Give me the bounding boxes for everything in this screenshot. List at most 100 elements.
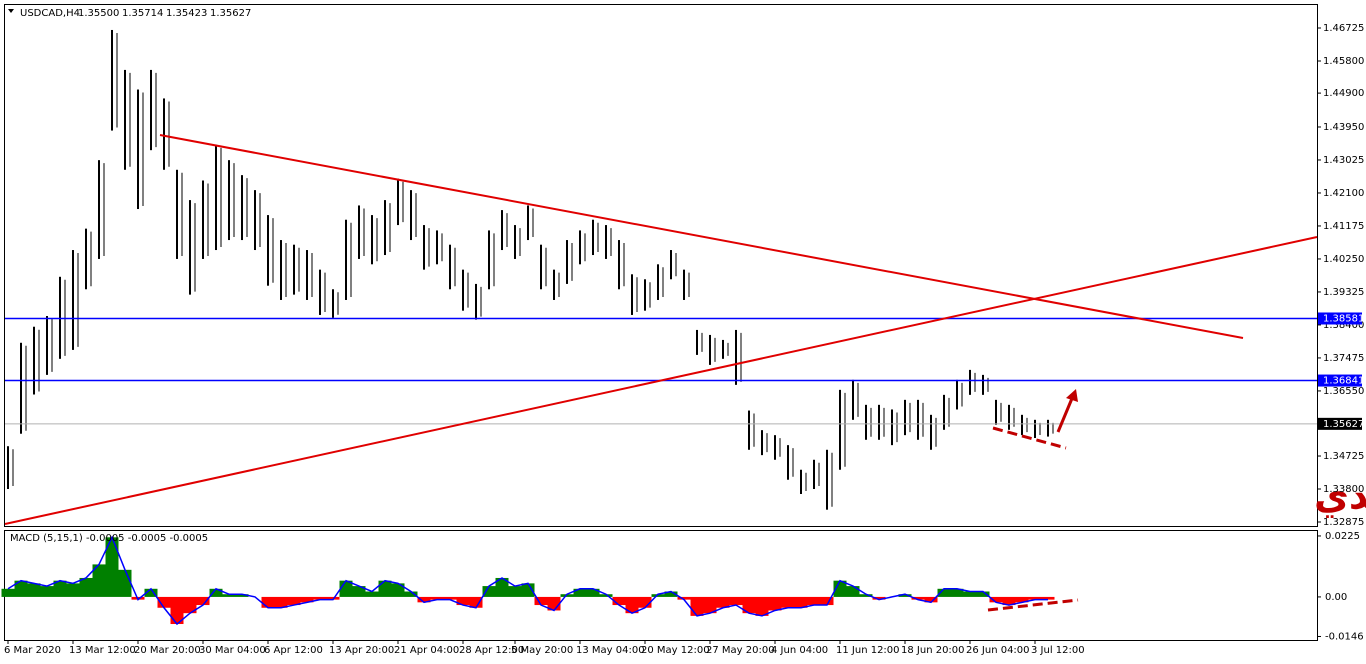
macd-bar xyxy=(235,594,249,597)
x-tick-label: 30 Mar 04:00 xyxy=(199,645,266,656)
macd-bar xyxy=(79,577,93,597)
macd-bar xyxy=(144,588,158,597)
macd-bar xyxy=(911,596,925,600)
macd-bar xyxy=(573,588,587,597)
y-tick-label: -0.0146 xyxy=(1325,631,1364,642)
macd-bar xyxy=(287,596,301,606)
x-tick-label: 13 Mar 12:00 xyxy=(69,645,136,656)
x-tick-label: 28 Apr 12:00 xyxy=(459,645,524,656)
menu-triangle xyxy=(8,9,14,13)
x-tick-label: 13 Apr 20:00 xyxy=(329,645,394,656)
macd-bar xyxy=(1041,596,1055,600)
arrow xyxy=(1056,395,1075,433)
y-tick-label: 1.40250 xyxy=(1323,254,1364,265)
macd-bar xyxy=(963,591,977,597)
macd-bar xyxy=(196,596,210,606)
macd-bar xyxy=(872,596,886,600)
macd-bar xyxy=(352,586,366,597)
macd-bar xyxy=(40,586,54,597)
macd-bar xyxy=(274,596,288,608)
y-tick-label: 1.36550 xyxy=(1323,386,1364,397)
macd-bar xyxy=(456,596,470,606)
x-tick-label: 4 Jun 04:00 xyxy=(771,645,828,656)
macd-bar xyxy=(846,586,860,597)
macd-bar xyxy=(209,588,223,597)
macd-bar xyxy=(742,596,756,614)
macd-bar xyxy=(469,596,483,608)
macd-bar xyxy=(820,596,834,606)
macd-bar xyxy=(53,580,67,597)
symbol: USDCAD,H4 xyxy=(20,8,80,19)
macd-bar xyxy=(183,596,197,614)
x-tick-label: 6 Apr 12:00 xyxy=(264,645,323,656)
macd-bar xyxy=(976,591,990,597)
macd-bar xyxy=(898,594,912,597)
macd-bar xyxy=(794,596,808,608)
macd-bar xyxy=(118,569,132,597)
macd-bar xyxy=(638,596,652,608)
y-tick-label: 1.46725 xyxy=(1323,23,1364,34)
dashed-line xyxy=(992,426,1067,450)
macd-bar xyxy=(222,594,236,597)
macd-bar xyxy=(729,596,743,606)
macd-bar xyxy=(430,596,444,600)
y-tick-label: 1.43025 xyxy=(1323,155,1364,166)
macd-bar xyxy=(508,586,522,597)
macd-bar xyxy=(612,596,626,606)
y-tick-label: 1.34725 xyxy=(1323,451,1364,462)
x-tick-label: 26 Jun 04:00 xyxy=(966,645,1030,656)
macd-bar xyxy=(1,588,15,597)
x-tick-label: 20 May 12:00 xyxy=(641,645,710,656)
macd-bar xyxy=(378,580,392,597)
macd-bar xyxy=(365,591,379,597)
macd-bar xyxy=(768,596,782,611)
x-tick-label: 27 May 20:00 xyxy=(706,645,775,656)
main-frame xyxy=(4,4,1318,527)
macd-bar xyxy=(989,596,1003,603)
macd-bar xyxy=(66,583,80,597)
plot xyxy=(1,29,1317,626)
macd-bar xyxy=(950,588,964,597)
header-value: 1.35627 xyxy=(210,8,251,19)
macd-bar xyxy=(300,596,314,603)
y-tick-label: 1.44900 xyxy=(1323,88,1364,99)
current-price-box xyxy=(1318,417,1362,430)
x-tick-label: 11 Jun 12:00 xyxy=(836,645,900,656)
header-value: 1.35714 xyxy=(122,8,163,19)
macd-bar xyxy=(924,596,938,603)
x-tick-label: 6 Mar 2020 xyxy=(4,645,61,656)
macd-bar xyxy=(404,591,418,597)
macd-bar xyxy=(599,594,613,597)
macd-title: MACD (5,15,1) -0.0005 -0.0005 -0.0005 xyxy=(10,533,208,544)
macd-bar xyxy=(677,596,691,600)
macd-bar xyxy=(534,596,548,606)
macd-bar xyxy=(1028,596,1042,600)
macd-bar xyxy=(833,580,847,597)
macd-bar xyxy=(105,537,119,597)
macd-bar xyxy=(157,596,171,608)
header-value: 1.35500 xyxy=(78,8,119,19)
y-tick-label: 1.38400 xyxy=(1323,320,1364,331)
macd-bar xyxy=(521,583,535,597)
y-tick-label: 1.32875 xyxy=(1323,517,1364,528)
current-price-label: 1.35627 xyxy=(1323,419,1364,430)
annotation: الدولار كندي xyxy=(1314,474,1366,519)
macd-bar xyxy=(27,583,41,597)
macd-bar xyxy=(1002,596,1016,606)
x-tick-label: 13 May 04:00 xyxy=(576,645,645,656)
x-tick-label: 20 Mar 20:00 xyxy=(134,645,201,656)
macd-bar xyxy=(92,564,106,597)
macd-bar xyxy=(625,596,639,614)
y-tick-label: 0.00 xyxy=(1325,592,1347,603)
y-tick-label: 1.45800 xyxy=(1323,56,1364,67)
macd-bar xyxy=(651,594,665,597)
macd-line xyxy=(7,535,1048,626)
y-tick-label: 1.43950 xyxy=(1323,122,1364,133)
macd-bar xyxy=(807,596,821,606)
macd-bar xyxy=(937,588,951,597)
macd-bar xyxy=(586,588,600,597)
macd-bar xyxy=(560,594,574,597)
macd-bar xyxy=(326,596,340,600)
macd-bar xyxy=(664,591,678,597)
